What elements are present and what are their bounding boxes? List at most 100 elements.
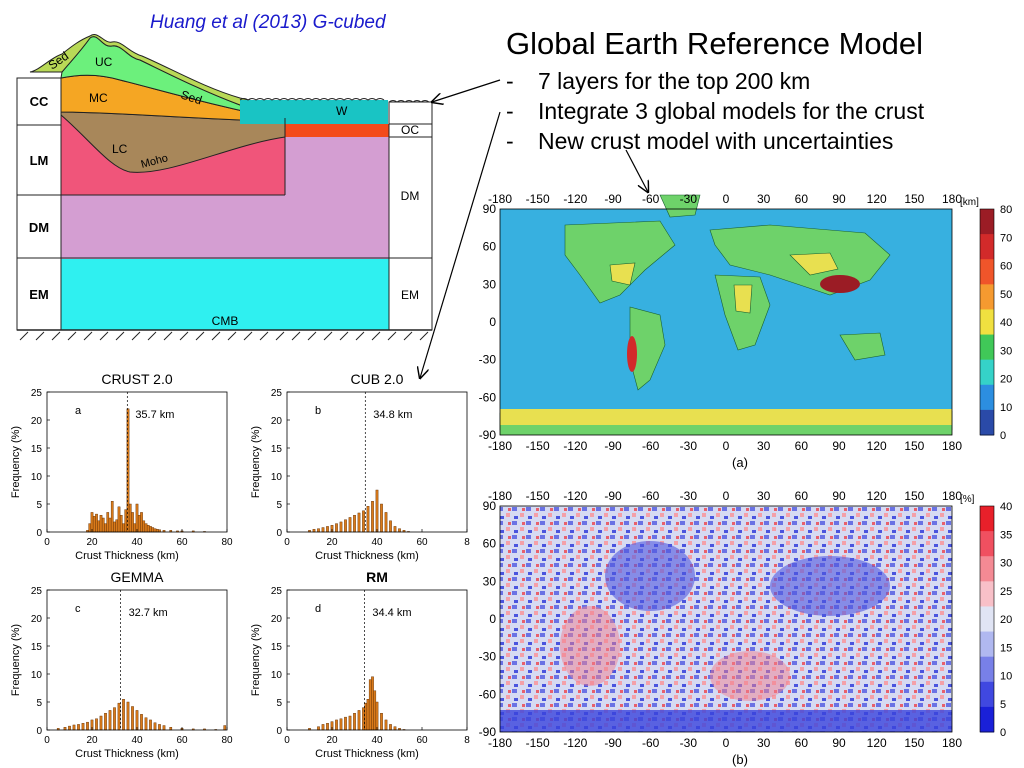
colorbar-swatch xyxy=(980,581,994,607)
colorbar-swatch xyxy=(980,409,994,436)
x-tick-label: 40 xyxy=(371,537,383,548)
histogram-bar xyxy=(371,676,374,731)
map-x-tick-top: -150 xyxy=(526,489,550,503)
slide-title: Global Earth Reference Model xyxy=(506,26,924,61)
histogram-title: CRUST 2.0 xyxy=(101,371,173,387)
colorbar-swatch xyxy=(980,334,994,361)
colorbar-unit: [km] xyxy=(960,197,979,208)
histogram-bar xyxy=(146,525,150,533)
bullet-text: Integrate 3 global models for the crust xyxy=(538,98,925,124)
histogram-bar xyxy=(348,715,352,731)
bullet-text: New crust model with uncertainties xyxy=(538,128,894,154)
histogram-bar xyxy=(366,506,370,533)
x-tick-label: 0 xyxy=(44,735,50,746)
map-x-tick-bottom: 120 xyxy=(867,439,887,453)
map-y-tick: -90 xyxy=(479,725,497,739)
bullet-text: 7 layers for the top 200 km xyxy=(538,68,811,94)
histogram-bar xyxy=(117,702,121,731)
histogram-b: CUB 2.0 b 34.8 km 0 5 10 15 20 25 0 20 40 60 8 Crust T… xyxy=(250,371,470,562)
map-x-tick-top: 150 xyxy=(904,192,924,206)
map-x-tick-top: 180 xyxy=(942,489,962,503)
map-x-tick-top: -180 xyxy=(488,489,512,503)
lm-layer xyxy=(61,115,285,195)
map-x-tick-bottom: -30 xyxy=(680,736,698,750)
antarctic-band xyxy=(500,710,952,732)
map-x-tick-bottom: -90 xyxy=(604,736,622,750)
earth-layer-schematic: CC LM DM EM OC DM EM Sed UC MC Sed W LC … xyxy=(16,34,433,341)
histogram-bar xyxy=(151,527,155,533)
map-panel: -180 -180 -150 -150 -120 -120 -90 -90 -60 -60 -30 -… xyxy=(479,192,1013,767)
x-tick-label: 8 xyxy=(464,735,470,746)
histogram-bar xyxy=(223,725,227,731)
histogram-bar xyxy=(88,523,92,533)
map-y-tick: 0 xyxy=(489,315,496,329)
colorbar-tick: 30 xyxy=(1000,345,1012,357)
colorbar-tick: 80 xyxy=(1000,204,1012,216)
map-x-tick-bottom: 150 xyxy=(904,736,924,750)
map-x-tick-top: 90 xyxy=(832,192,846,206)
map-x-tick-bottom: 0 xyxy=(723,439,730,453)
label-dm-left: DM xyxy=(29,220,49,235)
histogram-bar xyxy=(128,503,132,533)
map-caption: (b) xyxy=(732,752,748,767)
y-axis-label: Frequency (%) xyxy=(10,426,22,498)
map-x-tick-bottom: 60 xyxy=(795,736,809,750)
map-y-tick: 60 xyxy=(483,537,497,551)
map-x-tick-bottom: -30 xyxy=(680,439,698,453)
map-y-tick: 0 xyxy=(489,612,496,626)
y-tick-label: 25 xyxy=(271,586,283,597)
panel-letter: a xyxy=(75,405,82,417)
map-x-tick-bottom: -60 xyxy=(642,736,660,750)
mean-label: 32.7 km xyxy=(129,607,168,619)
histogram-bar xyxy=(92,516,96,533)
bullet-item: -7 layers for the top 200 km xyxy=(506,68,811,94)
histogram-bar xyxy=(104,713,107,731)
histogram-bar xyxy=(317,528,320,533)
histogram-a: CRUST 2.0 a 35.7 km 0 5 10 15 20 25 0 20 40 60 80 Crus… xyxy=(10,371,233,562)
histogram-bar xyxy=(142,520,146,533)
x-tick-label: 60 xyxy=(176,735,188,746)
histogram-bar xyxy=(317,726,320,731)
histogram-bar xyxy=(110,500,114,533)
histogram-bar xyxy=(115,519,119,533)
histogram-bar xyxy=(81,723,85,731)
histogram-bar xyxy=(122,523,125,533)
histogram-bar xyxy=(380,503,383,533)
histogram-bar xyxy=(162,725,166,731)
colorbar-swatch xyxy=(980,284,994,310)
label-mc: MC xyxy=(89,91,108,105)
water-surface xyxy=(239,98,385,101)
histogram-bar xyxy=(398,528,401,533)
y-tick-label: 15 xyxy=(271,642,283,653)
histogram-bar xyxy=(344,519,347,533)
map-caption: (a) xyxy=(732,455,748,470)
colorbar-unit: [%] xyxy=(960,494,975,505)
x-tick-label: 20 xyxy=(326,537,338,548)
histogram-bar xyxy=(321,724,325,731)
histogram-bar xyxy=(135,503,139,533)
y-tick-label: 20 xyxy=(31,416,43,427)
colorbar-tick: 25 xyxy=(1000,586,1012,598)
label-uc: UC xyxy=(95,55,113,69)
colorbar-swatch xyxy=(980,706,994,733)
histogram-bar xyxy=(86,721,89,731)
map-x-tick-bottom: -90 xyxy=(604,439,622,453)
histogram-bar xyxy=(101,517,105,533)
map-y-tick: 90 xyxy=(483,202,497,216)
label-oc: OC xyxy=(401,123,419,137)
colorbar-swatch xyxy=(980,656,994,683)
colorbar-swatch xyxy=(980,359,994,386)
histogram-bar xyxy=(108,517,112,533)
histogram-bar xyxy=(373,690,377,731)
histogram-bar xyxy=(68,725,71,731)
x-tick-label: 0 xyxy=(44,537,50,548)
histogram-bar xyxy=(368,679,372,731)
y-tick-label: 0 xyxy=(36,528,42,539)
histogram-bar xyxy=(131,706,134,731)
histogram-bar xyxy=(375,701,379,731)
histogram-d: RM d 34.4 km 0 5 10 15 20 25 0 20 40 60 8 Crust Thickn… xyxy=(250,569,470,760)
colorbar-tick: 20 xyxy=(1000,614,1012,626)
histogram-bar xyxy=(339,521,343,533)
x-tick-label: 0 xyxy=(284,537,290,548)
map-y-tick: -60 xyxy=(479,390,497,404)
